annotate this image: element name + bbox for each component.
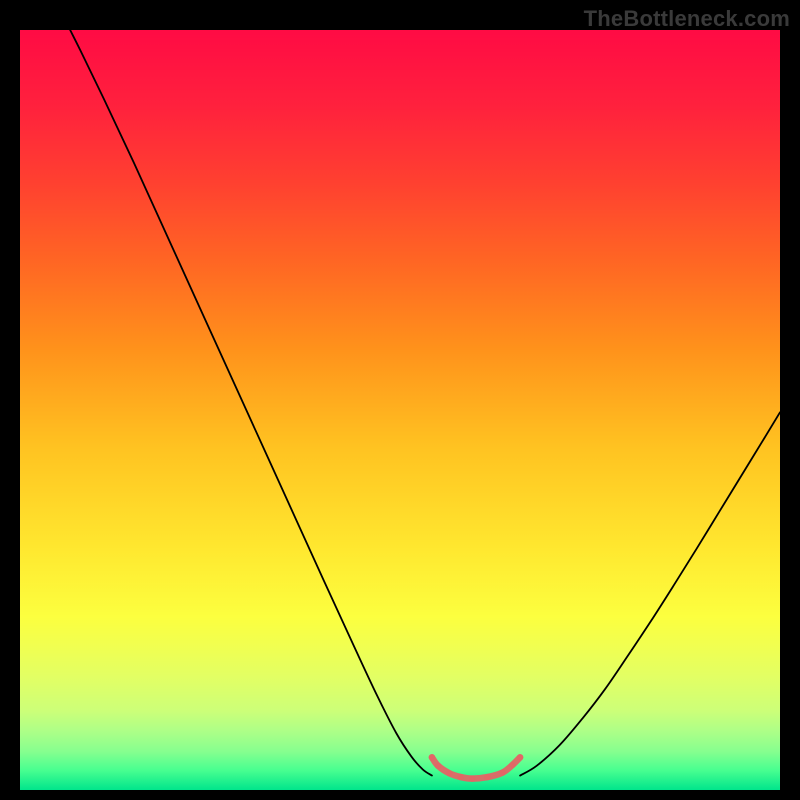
bottom-accent-marker: [484, 774, 490, 780]
bottom-accent-marker: [517, 754, 523, 760]
bottom-accent-marker: [469, 775, 475, 781]
bottom-accent-marker: [509, 762, 515, 768]
bottom-accent-marker: [429, 754, 435, 760]
plot-background: [20, 30, 780, 790]
bottom-accent-marker: [499, 769, 505, 775]
bottleneck-chart: [0, 0, 800, 800]
bottom-accent-marker: [458, 774, 464, 780]
bottom-accent-marker: [435, 762, 441, 768]
chart-container: TheBottleneck.com: [0, 0, 800, 800]
watermark-text: TheBottleneck.com: [584, 6, 790, 32]
bottom-accent-marker: [446, 770, 452, 776]
